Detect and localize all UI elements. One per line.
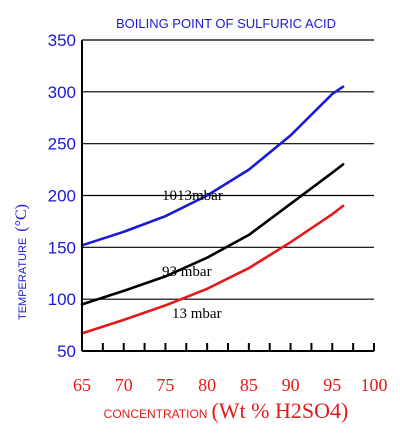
x-tick-label-90: 90 bbox=[282, 375, 300, 395]
series-line-13-mbar bbox=[80, 204, 345, 335]
x-tick-label-95: 95 bbox=[323, 375, 341, 395]
grid bbox=[82, 39, 374, 300]
y-tick-label-250: 250 bbox=[48, 135, 76, 154]
series-label-13mbar: 13 mbar bbox=[172, 306, 222, 322]
series-line-1013mbar bbox=[80, 85, 345, 247]
x-axis-label-main: (Wt % H2SO4) bbox=[211, 398, 348, 423]
series-line-93-mbar bbox=[80, 163, 345, 306]
x-tick-label-75: 75 bbox=[156, 375, 174, 395]
x-axis-label-prefix: CONCENTRATION bbox=[104, 407, 208, 421]
tick-marks bbox=[81, 343, 375, 351]
y-tick-label-150: 150 bbox=[48, 238, 76, 257]
x-tick-label-65: 65 bbox=[73, 375, 91, 395]
x-tick-label-70: 70 bbox=[115, 375, 133, 395]
x-axis-label: CONCENTRATION (Wt % H2SO4) bbox=[104, 398, 349, 423]
x-tick-labels: 65 70 75 80 85 90 95 100 bbox=[73, 375, 388, 395]
y-tick-label-300: 300 bbox=[48, 83, 76, 102]
x-tick-label-85: 85 bbox=[240, 375, 258, 395]
y-axis-label-main: (°C) bbox=[13, 204, 30, 232]
svg-text:TEMPERATURE(°C): TEMPERATURE (°C) bbox=[13, 204, 30, 320]
series-label-93mbar: 93 mbar bbox=[162, 264, 212, 280]
y-tick-label-50: 50 bbox=[57, 342, 76, 361]
x-tick-label-80: 80 bbox=[198, 375, 216, 395]
y-tick-labels: 50 100 150 200 250 300 350 bbox=[48, 31, 76, 361]
y-tick-label-100: 100 bbox=[48, 290, 76, 309]
y-axis-label-prefix: TEMPERATURE bbox=[17, 238, 29, 320]
y-tick-label-200: 200 bbox=[48, 187, 76, 206]
series-lines bbox=[80, 85, 345, 335]
y-axis-label: TEMPERATURE (°C) bbox=[13, 204, 30, 320]
y-tick-label-350: 350 bbox=[48, 31, 76, 50]
series-label-1013mbar: 1013mbar bbox=[162, 188, 223, 204]
x-tick-label-100: 100 bbox=[361, 375, 388, 395]
chart-title: BOILING POINT OF SULFURIC ACID bbox=[116, 16, 336, 31]
